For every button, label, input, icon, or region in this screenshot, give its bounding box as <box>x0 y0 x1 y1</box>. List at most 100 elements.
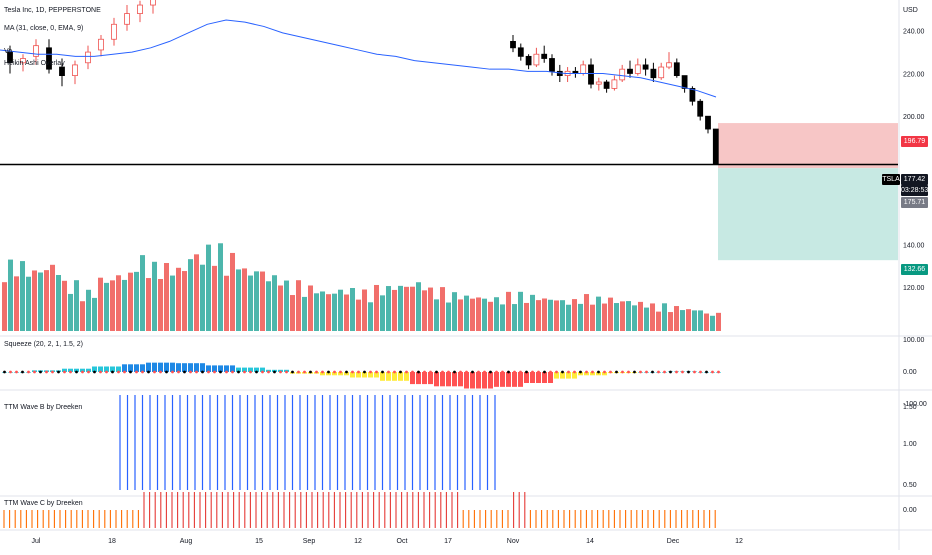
symbol-title[interactable]: Tesla Inc, 1D, PEPPERSTONE <box>4 7 101 14</box>
squeeze-bar <box>434 372 439 387</box>
squeeze-bar <box>458 372 463 387</box>
candle-body <box>33 45 39 57</box>
candle-body <box>20 58 26 64</box>
squeeze-bar <box>386 372 391 381</box>
squeeze-dot <box>207 370 210 374</box>
squeeze-dot <box>573 370 576 374</box>
candle-body <box>7 51 13 64</box>
volume-bar <box>458 299 463 331</box>
squeeze-dot <box>33 370 36 374</box>
squeeze-dot <box>681 370 684 374</box>
volume-bar <box>590 304 595 331</box>
volume-bar <box>422 290 427 331</box>
volume-bar <box>500 304 505 331</box>
volume-bar <box>542 298 547 331</box>
ma-legend[interactable]: MA (31, close, 0, EMA, 9) <box>4 25 84 32</box>
volume-legend[interactable]: Vo <box>4 48 13 55</box>
squeeze-bar <box>170 362 175 372</box>
volume-bar <box>716 312 721 331</box>
volume-bar <box>554 300 559 331</box>
squeeze-dot <box>45 370 48 374</box>
squeeze-bar <box>398 372 403 381</box>
volume-bar <box>146 278 151 331</box>
volume-bar <box>350 288 355 331</box>
squeeze-dot <box>609 370 612 374</box>
candle-body <box>59 66 65 76</box>
squeeze-dot <box>345 370 348 374</box>
squeeze-dot <box>303 370 306 374</box>
squeeze-bar <box>248 367 253 372</box>
squeeze-dot <box>663 370 666 374</box>
volume-bar <box>128 272 133 331</box>
squeeze-dot <box>135 370 138 374</box>
squeeze-bar <box>320 372 325 376</box>
volume-bar <box>272 275 277 331</box>
volume-bar <box>248 275 253 331</box>
volume-bar <box>578 303 583 331</box>
squeeze-dot <box>711 370 714 374</box>
volume-bar <box>182 271 187 331</box>
squeeze-bar <box>146 362 151 372</box>
squeeze-bar <box>236 367 241 372</box>
volume-bar <box>326 294 331 331</box>
squeeze-bar <box>524 372 529 383</box>
wave-b-pane-label[interactable]: TTM Wave B by Dreeken <box>4 404 83 411</box>
squeeze-dot <box>291 370 294 374</box>
volume-bar <box>560 300 565 331</box>
squeeze-dot <box>621 370 624 374</box>
squeeze-dot <box>219 370 222 374</box>
squeeze-bar <box>506 372 511 387</box>
volume-bar <box>218 243 223 331</box>
squeeze-bar <box>602 372 607 376</box>
squeeze-dot <box>459 370 462 374</box>
squeeze-bar <box>362 372 367 378</box>
volume-bar <box>122 279 127 331</box>
squeeze-bar <box>536 372 541 383</box>
volume-bar <box>536 300 541 331</box>
squeeze-bar <box>440 372 445 387</box>
squeeze-bar <box>512 372 517 387</box>
squeeze-bar <box>464 372 469 389</box>
candle-body <box>46 47 52 70</box>
candle-body <box>697 100 704 117</box>
volume-bar <box>650 303 655 331</box>
squeeze-dot <box>531 370 534 374</box>
squeeze-dot <box>81 370 84 374</box>
volume-bar <box>188 259 193 331</box>
volume-bar <box>158 278 163 331</box>
squeeze-dot <box>279 370 282 374</box>
volume-bar <box>692 310 697 331</box>
squeeze-dot <box>519 370 522 374</box>
volume-bar <box>176 267 181 331</box>
squeeze-dot <box>555 370 558 374</box>
squeeze-bar <box>92 366 97 372</box>
squeeze-dot <box>507 370 510 374</box>
squeeze-pane-label[interactable]: Squeeze (20, 2, 1, 1.5, 2) <box>4 341 83 348</box>
squeeze-dot <box>111 370 114 374</box>
volume-bar <box>506 291 511 331</box>
wave-b-tick-label: 1.00 <box>903 441 917 448</box>
squeeze-bar <box>404 372 409 381</box>
heikin-legend[interactable]: Heikin Ashi Overlay <box>4 60 65 67</box>
volume-bar <box>662 303 667 331</box>
squeeze-bar <box>74 368 79 372</box>
time-tick-label: 17 <box>444 538 452 545</box>
candle-body <box>642 64 649 70</box>
squeeze-dot <box>387 370 390 374</box>
price-tick-label: 120.00 <box>903 285 925 292</box>
candle-body <box>611 79 618 89</box>
volume-bar <box>386 286 391 331</box>
squeeze-bar <box>218 365 223 372</box>
volume-bar <box>488 301 493 331</box>
squeeze-bar <box>176 363 181 372</box>
squeeze-dot <box>273 370 276 374</box>
squeeze-dot <box>165 370 168 374</box>
squeeze-dot <box>471 370 474 374</box>
wave-c-pane-label[interactable]: TTM Wave C by Dreeken <box>4 500 83 507</box>
squeeze-bar <box>152 362 157 372</box>
candle-body <box>689 88 696 102</box>
squeeze-bar <box>164 362 169 372</box>
squeeze-dot <box>447 370 450 374</box>
volume-bar <box>452 292 457 331</box>
